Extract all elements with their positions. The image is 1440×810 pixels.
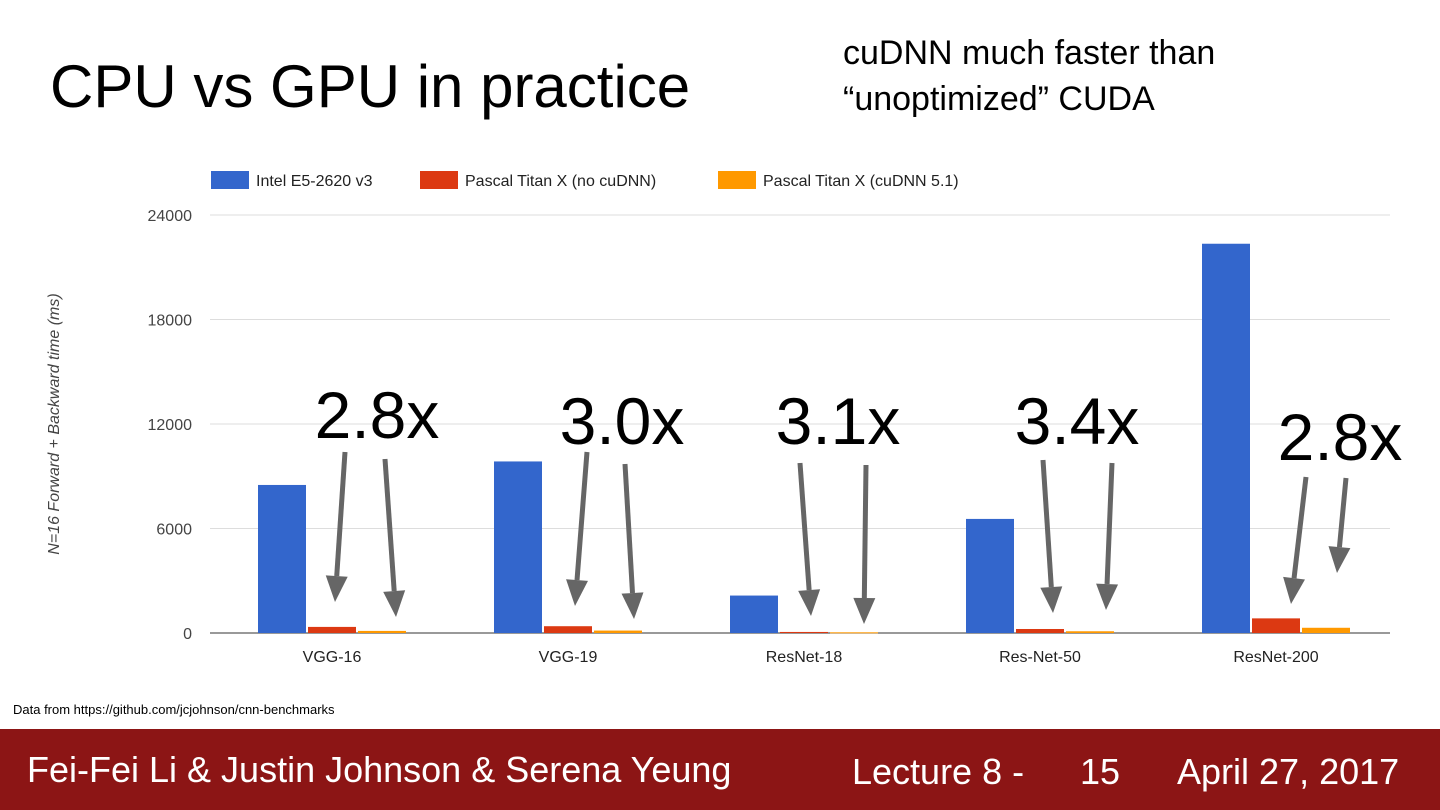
legend-swatch [718, 171, 756, 189]
arrow-head [566, 579, 588, 606]
bar-chart: 0 6000 12000 18000 24000 N=16 Forward + Backw… [46, 171, 1403, 666]
arrow-shaft [622, 463, 635, 594]
bar [544, 626, 592, 633]
bar [780, 631, 828, 633]
y-axis-label: N=16 Forward + Backward time (ms) [46, 293, 63, 554]
bar [258, 484, 306, 633]
bar [308, 626, 356, 633]
arrow-shaft [797, 462, 812, 591]
speedup-label: 3.0x [560, 384, 685, 458]
footer-date: April 27, 2017 [1177, 751, 1400, 792]
speedup-label: 3.1x [776, 384, 901, 458]
x-tick-label: ResNet-18 [766, 649, 843, 666]
speedup-label: 2.8x [315, 378, 440, 452]
note-line-1: cuDNN much faster than [843, 34, 1216, 72]
y-tick-label: 24000 [148, 208, 193, 225]
bar [1066, 631, 1114, 633]
arrow-head [853, 597, 876, 624]
x-tick-label: VGG-16 [303, 649, 362, 666]
y-tick-label: 0 [183, 626, 192, 643]
arrow-head [1328, 546, 1351, 573]
footer-lecture: Lecture 8 - [852, 751, 1025, 792]
arrow-shaft [1336, 477, 1349, 548]
legend-label: Intel E5-2620 v3 [256, 173, 373, 190]
bar [1202, 243, 1250, 634]
legend-swatch [211, 171, 249, 189]
arrow-head [325, 575, 348, 602]
arrow-head [1040, 586, 1063, 613]
arrow-shaft [1104, 462, 1115, 585]
arrow-head [621, 592, 644, 619]
arrow-shaft [334, 451, 348, 577]
footer-bar: Fei-Fei Li & Justin Johnson & Serena Yeu… [0, 729, 1440, 810]
arrow-shaft [382, 458, 397, 592]
speedup-label: 2.8x [1278, 400, 1403, 474]
bar [830, 632, 878, 634]
legend-label: Pascal Titan X (no cuDNN) [465, 173, 656, 190]
y-tick-label: 6000 [156, 522, 192, 539]
arrow-shaft [1040, 459, 1054, 588]
bar [494, 461, 542, 633]
bar [1302, 627, 1350, 633]
note-line-2: “unoptimized” CUDA [843, 80, 1155, 118]
speedup-label: 3.4x [1015, 384, 1140, 458]
footer-page-number: 15 [1080, 751, 1121, 792]
x-tick-label: Res-Net-50 [999, 649, 1081, 666]
slide-note: cuDNN much faster than “unoptimized” CUD… [843, 30, 1215, 122]
bar [594, 630, 642, 633]
data-source: Data from https://github.com/jcjohnson/c… [13, 702, 335, 717]
arrow-head [1096, 583, 1119, 610]
arrow-head [1283, 576, 1305, 604]
bar [1016, 628, 1064, 633]
x-tick-label: ResNet-200 [1233, 649, 1318, 666]
y-tick-label: 12000 [148, 417, 193, 434]
bar [966, 518, 1014, 633]
y-tick-label: 18000 [148, 313, 193, 330]
arrow-shaft [861, 464, 869, 599]
x-tick-label: VGG-19 [539, 649, 598, 666]
bar [358, 630, 406, 633]
arrow-head [383, 590, 406, 617]
arrow-shaft [574, 451, 590, 581]
legend-label: Pascal Titan X (cuDNN 5.1) [763, 173, 959, 190]
footer-authors: Fei-Fei Li & Justin Johnson & Serena Yeu… [27, 749, 732, 790]
arrow-head [798, 589, 821, 616]
bar [1252, 618, 1300, 633]
slide-title: CPU vs GPU in practice [50, 53, 691, 120]
arrow-shaft [1291, 476, 1309, 579]
legend-swatch [420, 171, 458, 189]
bar [730, 595, 778, 633]
